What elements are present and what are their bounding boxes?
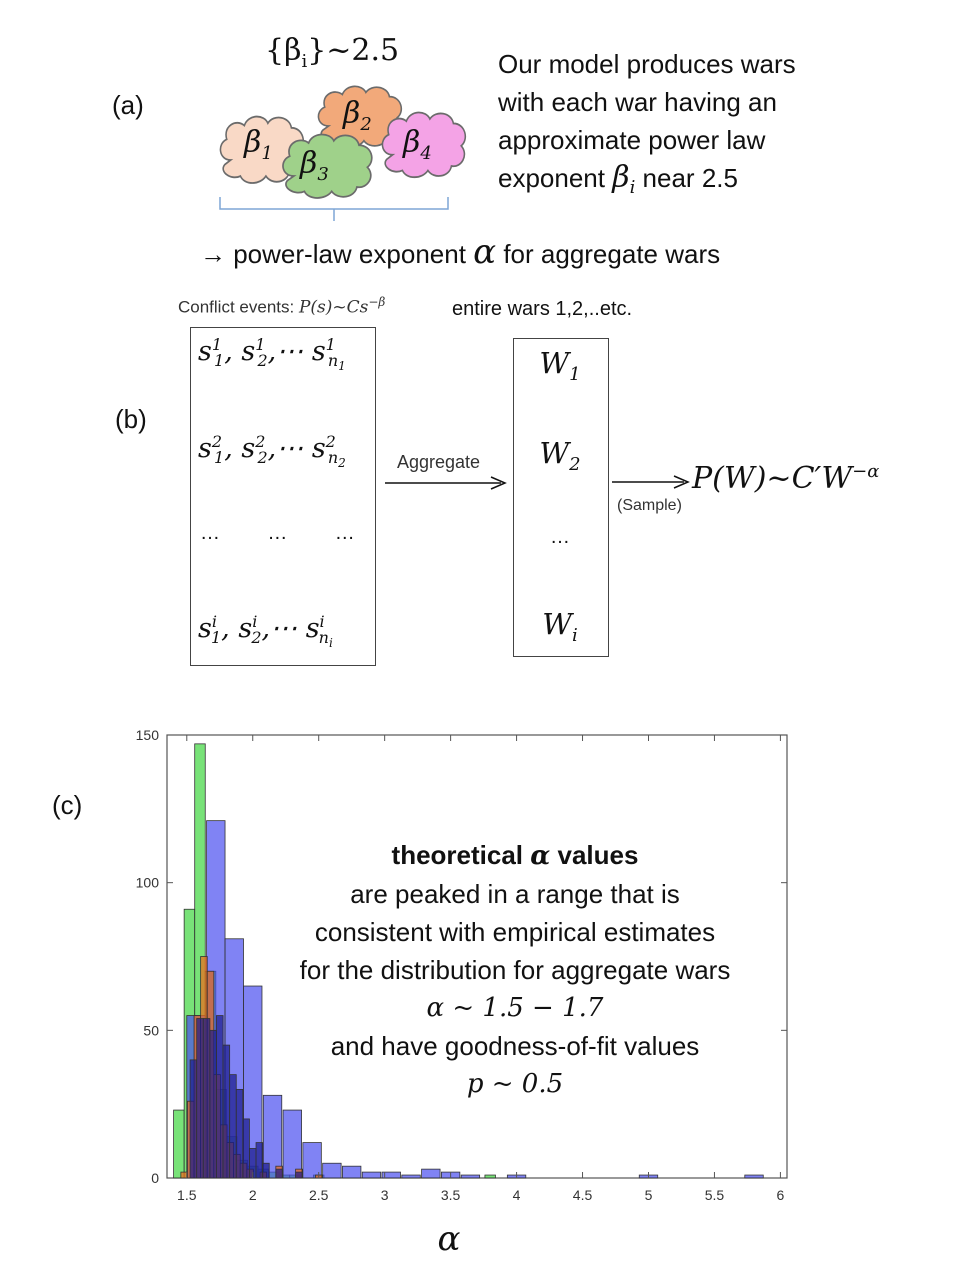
x-tick-label: 6 bbox=[777, 1187, 785, 1203]
aggregate-distribution-formula: P(W)~C′W−α bbox=[692, 461, 880, 496]
histogram-bar bbox=[196, 1018, 204, 1179]
panel-c-label: (c) bbox=[52, 790, 83, 820]
x-tick-label: 2 bbox=[249, 1187, 257, 1203]
events-row-2: s21, s22,⋯ s2n2 bbox=[198, 432, 346, 471]
y-tick-label: 150 bbox=[136, 727, 160, 743]
cloud-label-4: β4 bbox=[403, 125, 432, 164]
sample-arrow bbox=[612, 475, 690, 489]
beta-set-tail: }~2.5 bbox=[307, 33, 400, 68]
histogram-bar bbox=[295, 1171, 303, 1179]
beta-set-sub: i bbox=[301, 51, 308, 72]
desc-line-1: Our model produces wars bbox=[498, 49, 796, 79]
war-wi: Wi bbox=[542, 607, 578, 646]
aggregate-arrow bbox=[385, 476, 507, 490]
events-row-1: s11, s12,⋯ s1n1 bbox=[198, 335, 346, 374]
x-tick-label: 2.5 bbox=[309, 1187, 329, 1203]
histogram-bar bbox=[189, 1059, 198, 1179]
beta-set-label: {βi}~2.5 bbox=[265, 33, 399, 72]
entire-wars-title: entire wars 1,2,..etc. bbox=[452, 298, 633, 320]
histogram-bar bbox=[216, 1015, 224, 1179]
histogram-bar bbox=[202, 1018, 211, 1179]
conflict-events-box bbox=[190, 327, 376, 666]
annotation-line-5: and have goodness-of-fit values bbox=[330, 1031, 700, 1061]
cloud-label-3: β3 bbox=[300, 146, 329, 185]
histogram-bar bbox=[484, 1174, 496, 1179]
aggregate-exponent-caption: → power-law exponent α for aggregate war… bbox=[200, 232, 721, 272]
histogram-bar bbox=[242, 1118, 250, 1179]
histogram-bar bbox=[275, 1168, 283, 1179]
histogram-bar bbox=[322, 1162, 342, 1179]
histogram-bar bbox=[262, 1094, 283, 1179]
histogram-bar bbox=[744, 1174, 764, 1179]
conflict-events-title: Conflict events: P(s)~Cs−β bbox=[178, 295, 386, 318]
war-ellipsis: … bbox=[550, 526, 570, 548]
histogram-bar bbox=[222, 1044, 231, 1179]
aggregate-label: Aggregate bbox=[397, 452, 481, 472]
annotation-line-1: are peaked in a range that is bbox=[350, 879, 680, 909]
histogram-bar bbox=[460, 1174, 481, 1179]
y-tick-label: 100 bbox=[136, 875, 160, 891]
x-tick-label: 4.5 bbox=[573, 1187, 593, 1203]
beta-set-open: {β bbox=[265, 33, 302, 68]
histogram-bar bbox=[209, 1029, 217, 1179]
y-tick-label: 0 bbox=[151, 1170, 159, 1186]
cloud-label-1: β1 bbox=[244, 125, 273, 164]
annotation-line-3: for the distribution for aggregate wars bbox=[299, 955, 731, 985]
histogram-bar bbox=[262, 1162, 270, 1179]
histogram-bar bbox=[421, 1168, 441, 1179]
x-axis-label: α bbox=[438, 1219, 461, 1259]
desc-line-4: exponent βi near 2.5 bbox=[498, 160, 738, 199]
histogram-bar bbox=[235, 1088, 244, 1179]
cloud-label-2: β2 bbox=[343, 96, 372, 135]
war-w1: W1 bbox=[539, 346, 581, 385]
events-row-i: si1, si2,⋯ sini bbox=[198, 612, 333, 651]
histogram-bar bbox=[229, 1074, 237, 1179]
y-tick-label: 50 bbox=[143, 1022, 159, 1038]
alpha-histogram: 1.5 2 2.5 3 3.5 4 4.5 5 5.5 6 0 50 100 150 α bbox=[136, 727, 788, 1259]
chart-annotation: theoretical α values are peaked in a ran… bbox=[255, 836, 775, 1103]
histogram-bar bbox=[302, 1142, 322, 1179]
war-w2: W2 bbox=[539, 436, 581, 475]
brace bbox=[219, 197, 449, 221]
x-tick-label: 3.5 bbox=[441, 1187, 461, 1203]
x-tick-label: 4 bbox=[513, 1187, 521, 1203]
wars-box bbox=[513, 338, 609, 657]
x-tick-label: 3 bbox=[381, 1187, 389, 1203]
annotation-alpha-range: α ~ 1.5 − 1.7 bbox=[426, 993, 604, 1023]
desc-line-3: approximate power law bbox=[498, 125, 766, 155]
annotation-title: theoretical α values bbox=[391, 840, 639, 871]
panel-b-label: (b) bbox=[115, 404, 147, 434]
histogram-bar bbox=[173, 1109, 185, 1179]
histogram-bar bbox=[361, 1171, 382, 1179]
x-tick-label: 5 bbox=[645, 1187, 653, 1203]
histogram-bar bbox=[282, 1109, 302, 1179]
histogram-bar bbox=[255, 1142, 264, 1179]
histogram-bar bbox=[381, 1171, 401, 1179]
panel-a-description: Our model produces wars with each war ha… bbox=[498, 45, 898, 207]
sample-label: (Sample) bbox=[617, 497, 682, 514]
desc-line-2: with each war having an bbox=[498, 87, 777, 117]
histogram-bar bbox=[342, 1165, 362, 1179]
annotation-line-2: consistent with empirical estimates bbox=[314, 917, 716, 947]
x-tick-label: 1.5 bbox=[177, 1187, 197, 1203]
histogram-bar bbox=[401, 1174, 421, 1179]
x-tick-label: 5.5 bbox=[705, 1187, 725, 1203]
annotation-p-value: p ~ 0.5 bbox=[466, 1069, 564, 1099]
panel-a-label: (a) bbox=[112, 90, 144, 120]
events-ellipsis-row: … … … bbox=[200, 522, 357, 544]
